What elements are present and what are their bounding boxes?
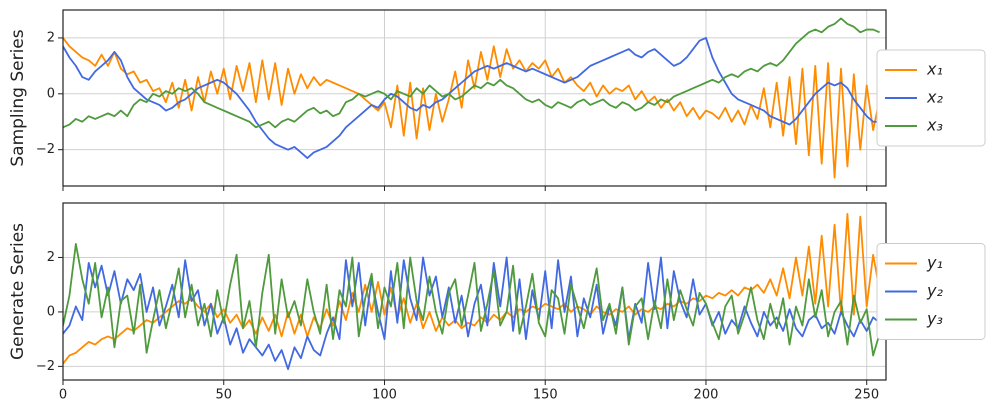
plot-area: 0 50 100 150 200 250 −2 0 2 Generate Series y₁ y₂ y₃: [8, 202, 986, 403]
legend-label: y₁: [926, 253, 943, 272]
x-tick-label: 150: [533, 388, 558, 403]
y-tick-label: −2: [36, 359, 55, 374]
series-line: [63, 242, 881, 357]
y-axis-label: Sampling Series: [8, 29, 28, 166]
x-tick-label: 250: [854, 388, 879, 403]
y-tick-label: 2: [47, 30, 55, 45]
x-tick-label: 200: [694, 388, 719, 403]
legend: y₁ y₂ y₃: [876, 243, 986, 340]
x-tick-label: 0: [59, 388, 67, 403]
legend-label: y₂: [926, 281, 943, 300]
legend-label: y₃: [926, 309, 943, 328]
series-line: [63, 37, 880, 159]
legend-box: [876, 243, 986, 340]
legend-label: x₂: [926, 88, 943, 107]
x-tick-label: 50: [215, 388, 232, 403]
y-axis-label: Generate Series: [8, 223, 28, 360]
series-line: [63, 212, 881, 365]
legend-label: x₁: [926, 60, 943, 79]
legend: x₁ x₂ x₃: [876, 49, 986, 147]
y-tick-label: 2: [47, 250, 55, 265]
legend-label: x₃: [926, 116, 943, 135]
legend-box: [876, 49, 986, 147]
y-tick-label: 0: [47, 86, 55, 101]
y-tick-label: 0: [47, 304, 55, 319]
y-tick-label: −2: [36, 142, 55, 157]
series-line: [63, 256, 881, 371]
plot-area: −2 0 2 Sampling Series x₁ x₂ x₃: [8, 9, 986, 191]
series-line: [63, 17, 880, 129]
x-tick-label: 100: [372, 388, 397, 403]
